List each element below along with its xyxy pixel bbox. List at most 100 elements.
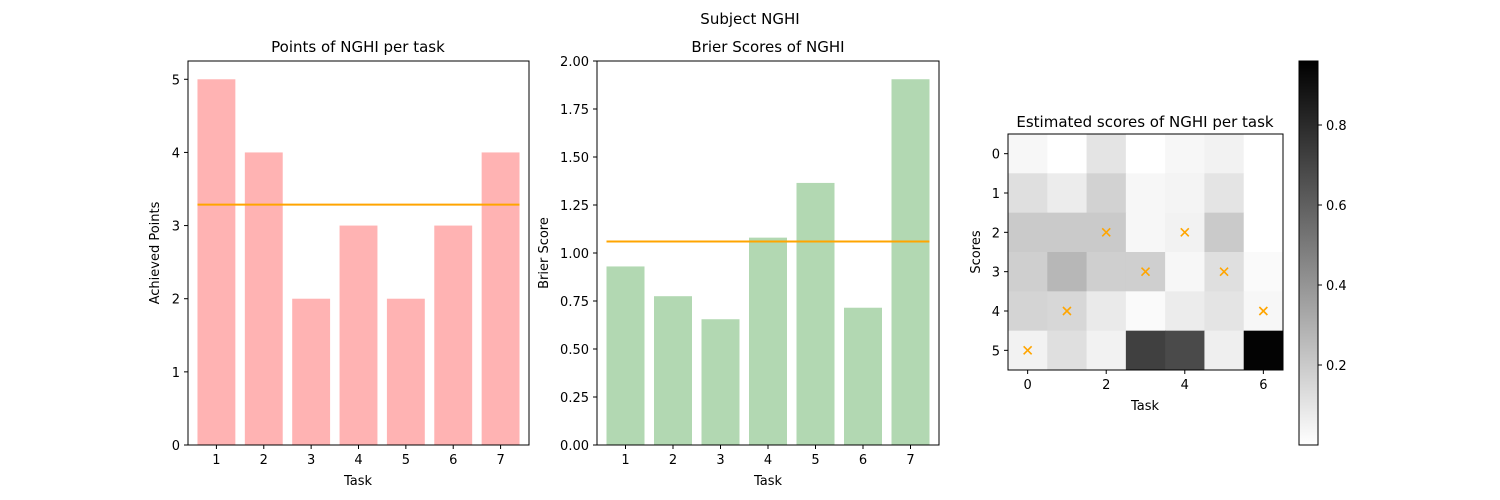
colorbar-ticks: 0.2 0.4 0.6 0.8 bbox=[1318, 119, 1347, 374]
heatmap-cell bbox=[1008, 291, 1048, 332]
c1-x-tick-label: 6 bbox=[449, 453, 457, 468]
c2-y-tick-label: 0.75 bbox=[560, 295, 589, 310]
figure-suptitle: Subject NGHI bbox=[700, 10, 799, 28]
heatmap-cell bbox=[1204, 330, 1245, 371]
c2-bar-2 bbox=[654, 296, 692, 445]
heatmap-cell bbox=[1047, 173, 1088, 214]
c2-y-tick-label: 2.00 bbox=[560, 55, 589, 70]
heatmap-y-tick-label: 5 bbox=[992, 344, 1000, 359]
c1-x-tick-label: 5 bbox=[402, 453, 410, 468]
c1-bar-4 bbox=[339, 225, 378, 445]
brier-chart-title: Brier Scores of NGHI bbox=[691, 38, 844, 56]
heatmap-cell bbox=[1243, 212, 1284, 253]
heatmap-cell bbox=[1047, 134, 1088, 174]
points-y-label: Achieved Points bbox=[148, 201, 163, 304]
heatmap-cell bbox=[1243, 252, 1284, 292]
heatmap-cell bbox=[1008, 212, 1048, 253]
c2-x-tick-label: 6 bbox=[859, 453, 867, 468]
c2-bar-1 bbox=[606, 266, 645, 445]
c2-bar-7 bbox=[891, 79, 930, 446]
heatmap-cell bbox=[1086, 291, 1127, 332]
heatmap-marker bbox=[1140, 267, 1151, 277]
colorbar-tick-label: 0.6 bbox=[1326, 199, 1347, 214]
heatmap-cell bbox=[1008, 252, 1048, 292]
c2-bar-4 bbox=[749, 237, 787, 445]
heatmap-x-label: Task bbox=[1130, 399, 1160, 414]
brier-y-label: Brier Score bbox=[537, 217, 552, 289]
c2-x-tick-label: 4 bbox=[764, 453, 772, 468]
heatmap-marker bbox=[1219, 267, 1229, 277]
colorbar-tick-label: 0.4 bbox=[1326, 279, 1347, 294]
points-x-ticks: 1 2 3 4 5 6 7 bbox=[212, 445, 505, 468]
heatmap-cell bbox=[1204, 291, 1245, 332]
heatmap-cell bbox=[1047, 252, 1088, 292]
heatmap-cell bbox=[1047, 330, 1088, 371]
c2-bar-5 bbox=[796, 182, 835, 446]
heatmap-cell bbox=[1204, 212, 1245, 253]
heatmap-marker bbox=[1023, 345, 1033, 355]
brier-y-ticks: 0.00 0.25 0.50 0.75 1.00 1.25 1.50 1.75 2.00 bbox=[560, 55, 597, 454]
heatmap-cell bbox=[1125, 212, 1166, 253]
heatmap-x-tick-label: 4 bbox=[1181, 378, 1189, 393]
heatmap-y-tick-label: 3 bbox=[992, 266, 1000, 281]
heatmap-y-tick-label: 0 bbox=[992, 148, 1000, 163]
brier-x-ticks: 1 2 3 4 5 6 7 bbox=[621, 445, 915, 468]
c2-x-tick-label: 2 bbox=[669, 453, 677, 468]
heatmap-cell bbox=[1125, 134, 1166, 174]
heatmap-markers bbox=[1023, 227, 1268, 355]
heatmap-y-tick-label: 4 bbox=[992, 305, 1000, 320]
heatmap-cell bbox=[1086, 134, 1127, 174]
c2-x-tick-label: 3 bbox=[716, 453, 724, 468]
c2-x-tick-label: 1 bbox=[621, 453, 629, 468]
heatmap-y-tick-label: 2 bbox=[992, 226, 1000, 241]
c1-bar-6 bbox=[434, 225, 473, 445]
c2-y-tick-label: 1.50 bbox=[560, 151, 589, 166]
c1-x-tick-label: 7 bbox=[496, 453, 504, 468]
c1-x-tick-label: 1 bbox=[212, 453, 220, 468]
heatmap-y-ticks: 0 1 2 3 4 5 bbox=[992, 148, 1008, 359]
heatmap-y-label: Scores bbox=[969, 230, 984, 273]
heatmap-cell bbox=[1243, 173, 1284, 214]
points-x-label: Task bbox=[343, 474, 373, 489]
c1-y-tick-label: 3 bbox=[172, 220, 180, 235]
heatmap-cell bbox=[1125, 291, 1166, 332]
c2-x-tick-label: 7 bbox=[906, 453, 914, 468]
c1-y-tick-label: 5 bbox=[172, 73, 180, 88]
c2-y-tick-label: 1.00 bbox=[560, 247, 589, 262]
heatmap-marker bbox=[1101, 227, 1111, 237]
brier-bars bbox=[606, 79, 930, 446]
heatmap-marker bbox=[1258, 306, 1268, 316]
c2-bar-6 bbox=[844, 307, 882, 445]
heatmap-cell bbox=[1243, 330, 1284, 371]
c1-y-tick-label: 2 bbox=[172, 293, 180, 308]
heatmap-cell bbox=[1243, 134, 1284, 174]
c2-bar-3 bbox=[701, 319, 740, 445]
c1-x-tick-label: 2 bbox=[260, 453, 268, 468]
heatmap-cell bbox=[1125, 330, 1166, 371]
heatmap-x-tick-label: 0 bbox=[1024, 378, 1032, 393]
c1-bar-3 bbox=[292, 298, 331, 445]
heatmap-cell bbox=[1008, 173, 1048, 214]
c2-y-tick-label: 0.00 bbox=[560, 439, 589, 454]
heatmap-x-ticks: 0 2 4 6 bbox=[1024, 370, 1267, 393]
heatmap-cell bbox=[1008, 134, 1048, 174]
c2-y-tick-label: 1.25 bbox=[560, 199, 589, 214]
heatmap-cells bbox=[1008, 134, 1284, 371]
heatmap-cell bbox=[1165, 173, 1205, 214]
heatmap-cell bbox=[1086, 252, 1127, 292]
c1-bar-1 bbox=[197, 79, 236, 446]
c1-x-tick-label: 4 bbox=[354, 453, 362, 468]
heatmap-cell bbox=[1125, 173, 1166, 214]
c1-bar-5 bbox=[386, 298, 425, 445]
c1-y-tick-label: 1 bbox=[172, 366, 180, 381]
heatmap-cell bbox=[1165, 252, 1205, 292]
heatmap-cell bbox=[1086, 173, 1127, 214]
heatmap-marker bbox=[1062, 306, 1072, 316]
c2-y-tick-label: 1.75 bbox=[560, 103, 589, 118]
points-chart-title: Points of NGHI per task bbox=[271, 38, 445, 56]
c1-y-tick-label: 4 bbox=[172, 146, 180, 161]
brier-x-label: Task bbox=[753, 474, 783, 489]
brier-chart: Brier Scores of NGHI 1 2 3 4 5 6 7 0.00 0.25 0.5… bbox=[537, 38, 940, 489]
colorbar-tick-label: 0.2 bbox=[1326, 359, 1347, 374]
